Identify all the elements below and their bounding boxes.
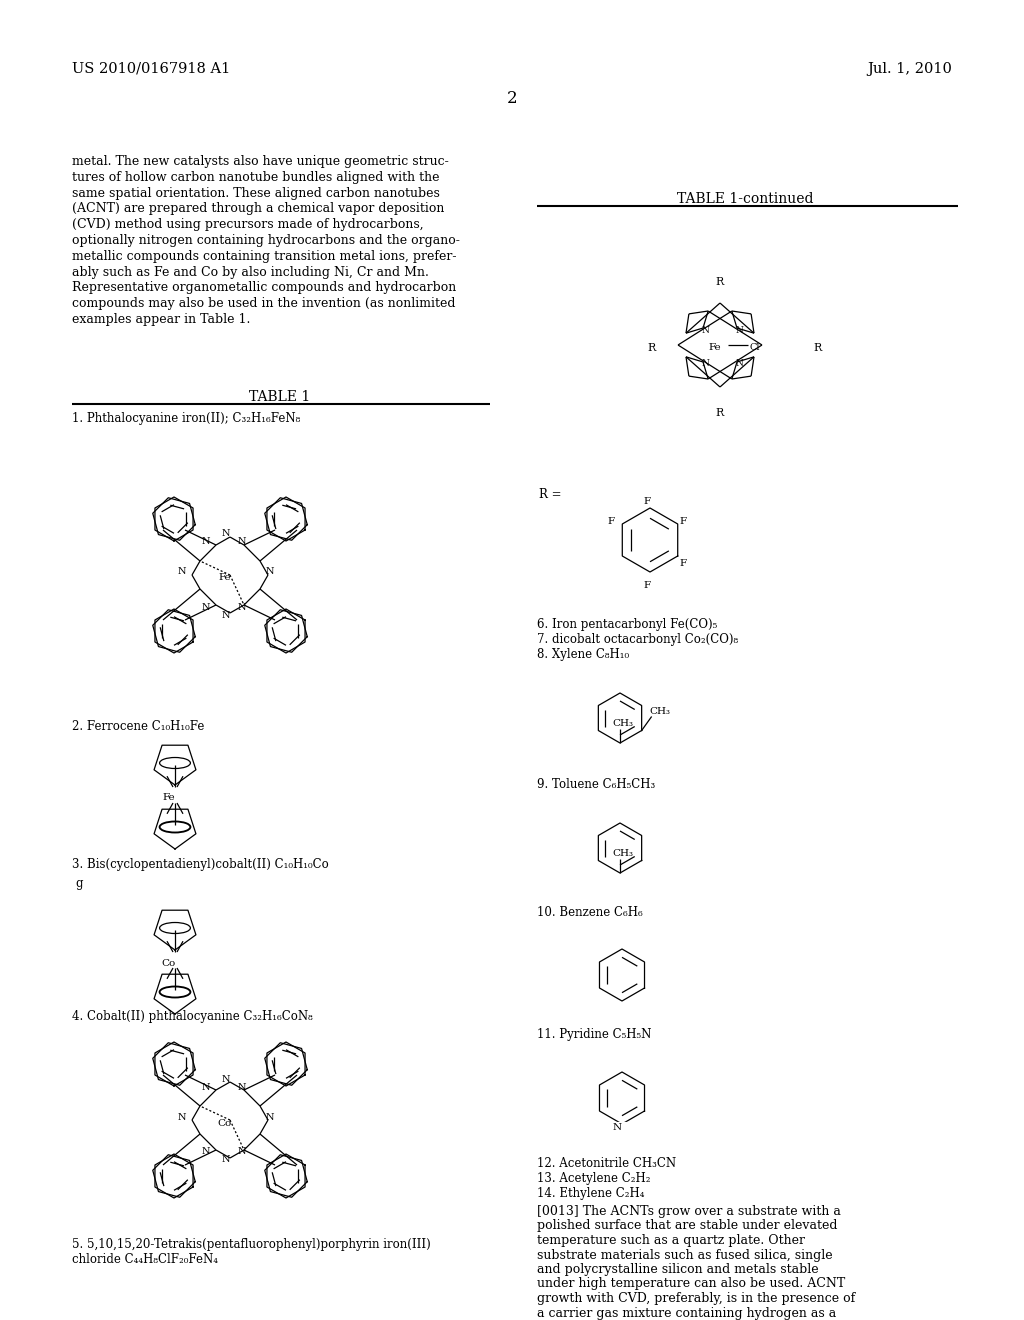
Text: N: N [266, 1113, 274, 1122]
Text: CH₃: CH₃ [612, 849, 633, 858]
Text: N: N [202, 537, 210, 546]
Text: 1. Phthalocyanine iron(II); C₃₂H₁₆FeN₈: 1. Phthalocyanine iron(II); C₃₂H₁₆FeN₈ [72, 412, 300, 425]
Text: F: F [680, 560, 687, 569]
Text: N: N [612, 1122, 622, 1131]
Text: Fe: Fe [163, 793, 175, 803]
Text: F: F [680, 517, 687, 527]
Text: optionally nitrogen containing hydrocarbons and the organo-: optionally nitrogen containing hydrocarb… [72, 234, 460, 247]
Text: (CVD) method using precursors made of hydrocarbons,: (CVD) method using precursors made of hy… [72, 218, 424, 231]
Text: R: R [814, 343, 822, 352]
Text: 4. Cobalt(II) phthalocyanine C₃₂H₁₆CoN₈: 4. Cobalt(II) phthalocyanine C₃₂H₁₆CoN₈ [72, 1010, 312, 1023]
Text: N: N [222, 1074, 230, 1084]
Text: temperature such as a quartz plate. Other: temperature such as a quartz plate. Othe… [537, 1234, 805, 1247]
Text: metallic compounds containing transition metal ions, prefer-: metallic compounds containing transition… [72, 249, 457, 263]
Text: Co: Co [162, 958, 176, 968]
Text: examples appear in Table 1.: examples appear in Table 1. [72, 313, 251, 326]
Text: N: N [238, 537, 246, 546]
Text: N: N [701, 359, 709, 368]
Text: 10. Benzene C₆H₆: 10. Benzene C₆H₆ [537, 906, 643, 919]
Text: CH₃: CH₃ [649, 706, 671, 715]
Text: N: N [222, 1155, 230, 1164]
Text: 14. Ethylene C₂H₄: 14. Ethylene C₂H₄ [537, 1187, 644, 1200]
Text: N: N [735, 359, 742, 368]
Text: N: N [238, 1147, 246, 1156]
Text: R: R [716, 408, 724, 418]
Text: Co: Co [218, 1118, 232, 1127]
Text: Fe: Fe [709, 343, 721, 352]
Text: R: R [648, 343, 656, 352]
Text: and polycrystalline silicon and metals stable: and polycrystalline silicon and metals s… [537, 1263, 818, 1276]
Text: 9. Toluene C₆H₅CH₃: 9. Toluene C₆H₅CH₃ [537, 777, 655, 791]
Text: N: N [238, 1082, 246, 1092]
Text: Cl: Cl [750, 343, 760, 352]
Text: 3. Bis(cyclopentadienyl)cobalt(II) C₁₀H₁₀Co: 3. Bis(cyclopentadienyl)cobalt(II) C₁₀H₁… [72, 858, 329, 871]
Text: 8. Xylene C₈H₁₀: 8. Xylene C₈H₁₀ [537, 648, 629, 661]
Text: tures of hollow carbon nanotube bundles aligned with the: tures of hollow carbon nanotube bundles … [72, 170, 439, 183]
Text: a carrier gas mixture containing hydrogen as a: a carrier gas mixture containing hydroge… [537, 1307, 837, 1320]
Text: 12. Acetonitrile CH₃CN: 12. Acetonitrile CH₃CN [537, 1158, 676, 1170]
Text: chloride C₄₄H₈ClF₂₀FeN₄: chloride C₄₄H₈ClF₂₀FeN₄ [72, 1253, 218, 1266]
Text: 7. dicobalt octacarbonyl Co₂(CO)₈: 7. dicobalt octacarbonyl Co₂(CO)₈ [537, 634, 738, 645]
Text: compounds may also be used in the invention (as nonlimited: compounds may also be used in the invent… [72, 297, 456, 310]
Text: TABLE 1-continued: TABLE 1-continued [677, 191, 813, 206]
Text: [0013] The ACNTs grow over a substrate with a: [0013] The ACNTs grow over a substrate w… [537, 1205, 841, 1218]
Text: under high temperature can also be used. ACNT: under high temperature can also be used.… [537, 1278, 845, 1291]
Text: metal. The new catalysts also have unique geometric struc-: metal. The new catalysts also have uniqu… [72, 154, 449, 168]
Text: Representative organometallic compounds and hydrocarbon: Representative organometallic compounds … [72, 281, 457, 294]
Text: N: N [735, 326, 742, 334]
Text: US 2010/0167918 A1: US 2010/0167918 A1 [72, 62, 230, 77]
Text: TABLE 1: TABLE 1 [250, 389, 310, 404]
Text: R =: R = [539, 488, 561, 502]
Text: N: N [266, 568, 274, 577]
Text: substrate materials such as fused silica, single: substrate materials such as fused silica… [537, 1249, 833, 1262]
Text: N: N [222, 610, 230, 619]
Text: N: N [178, 568, 186, 577]
Text: 13. Acetylene C₂H₂: 13. Acetylene C₂H₂ [537, 1172, 650, 1185]
Text: polished surface that are stable under elevated: polished surface that are stable under e… [537, 1220, 838, 1233]
Text: N: N [222, 529, 230, 539]
Text: Fe: Fe [219, 573, 231, 582]
Text: N: N [701, 326, 709, 334]
Text: N: N [202, 602, 210, 611]
Text: F: F [607, 517, 614, 527]
Text: (ACNT) are prepared through a chemical vapor deposition: (ACNT) are prepared through a chemical v… [72, 202, 444, 215]
Text: F: F [643, 496, 650, 506]
Text: g: g [75, 876, 83, 890]
Text: 2. Ferrocene C₁₀H₁₀Fe: 2. Ferrocene C₁₀H₁₀Fe [72, 719, 205, 733]
Text: N: N [202, 1147, 210, 1156]
Text: same spatial orientation. These aligned carbon nanotubes: same spatial orientation. These aligned … [72, 186, 440, 199]
Text: Jul. 1, 2010: Jul. 1, 2010 [867, 62, 952, 77]
Text: N: N [238, 602, 246, 611]
Text: CH₃: CH₃ [612, 719, 633, 729]
Text: N: N [202, 1082, 210, 1092]
Text: 6. Iron pentacarbonyl Fe(CO)₅: 6. Iron pentacarbonyl Fe(CO)₅ [537, 618, 717, 631]
Text: F: F [643, 581, 650, 590]
Text: ably such as Fe and Co by also including Ni, Cr and Mn.: ably such as Fe and Co by also including… [72, 265, 429, 279]
Text: N: N [178, 1113, 186, 1122]
Text: 2: 2 [507, 90, 517, 107]
Text: 5. 5,10,15,20-Tetrakis(pentafluorophenyl)porphyrin iron(III): 5. 5,10,15,20-Tetrakis(pentafluorophenyl… [72, 1238, 431, 1251]
Text: 11. Pyridine C₅H₅N: 11. Pyridine C₅H₅N [537, 1028, 651, 1041]
Text: growth with CVD, preferably, is in the presence of: growth with CVD, preferably, is in the p… [537, 1292, 855, 1305]
Text: R: R [716, 277, 724, 286]
